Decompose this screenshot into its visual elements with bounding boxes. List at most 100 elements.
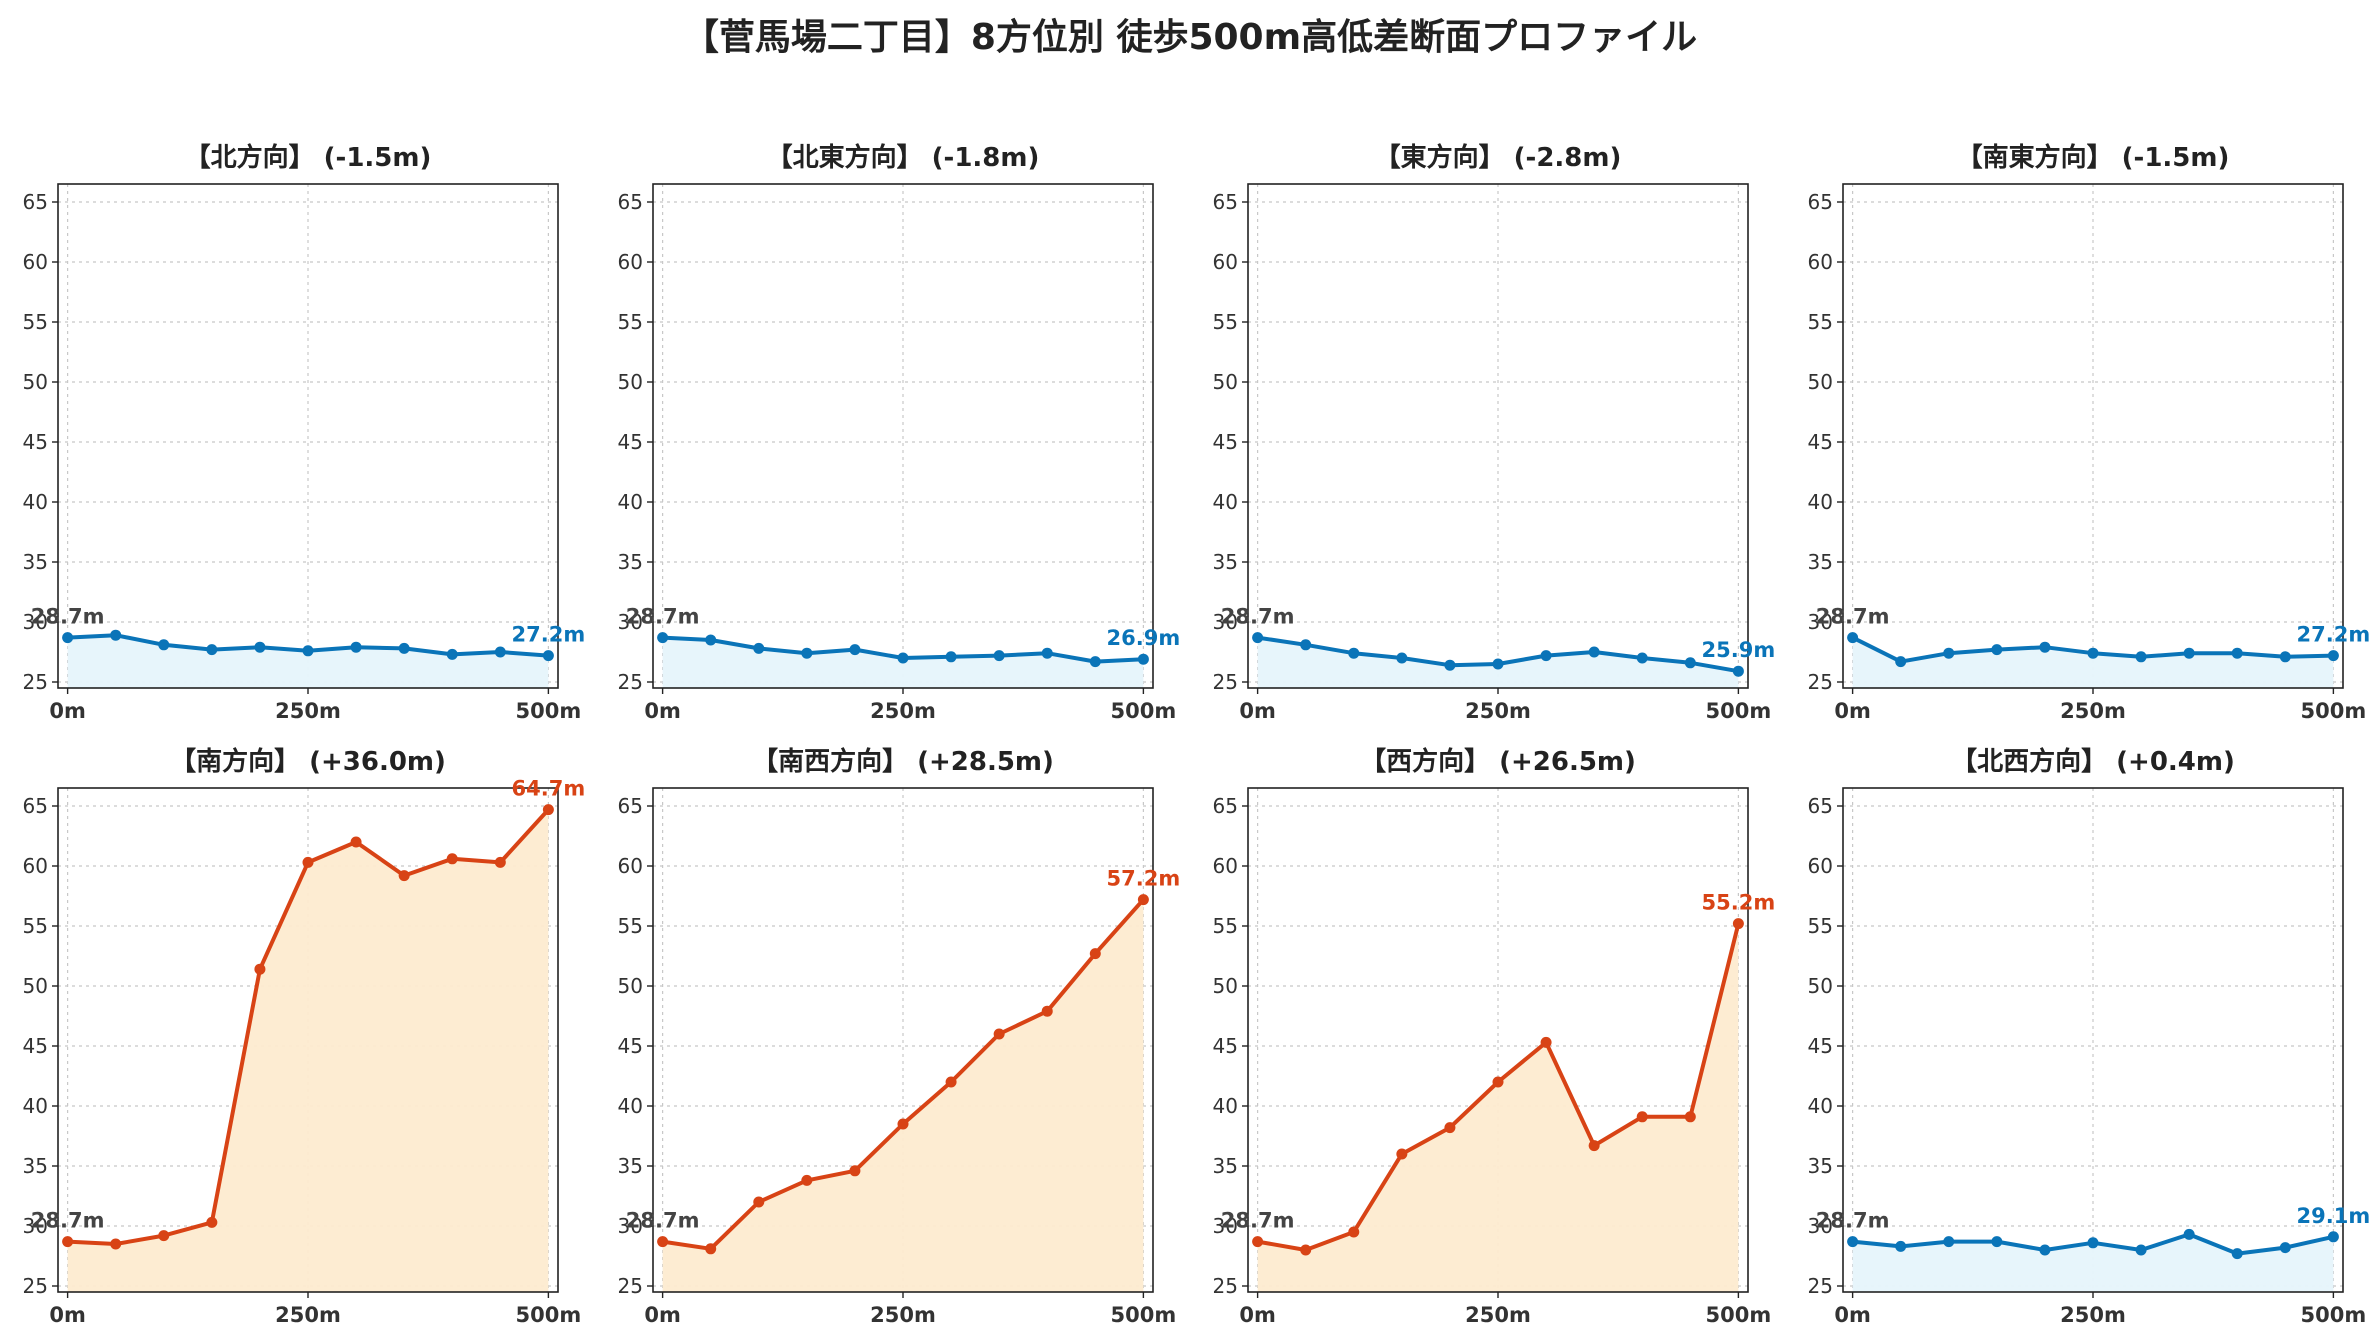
area-fill [662,899,1144,1292]
x-tick-label: 250m [2060,1303,2126,1327]
y-tick-label: 50 [618,370,643,394]
x-tick-label: 250m [275,699,341,723]
y-tick-label: 45 [23,430,48,454]
data-point [542,650,554,662]
y-tick-label: 65 [1213,794,1238,818]
y-tick-label: 35 [1213,1154,1238,1178]
y-tick-label: 55 [1213,914,1238,938]
y-tick-label: 60 [1213,854,1238,878]
subplot-4: 【南東方向】 (-1.5m) 25 30 35 40 45 50 55 60 65 0m 250m 50… [1808,142,2371,723]
y-tick-label: 25 [618,670,643,694]
x-tick-label: 500m [1706,1303,1772,1327]
y-tick-label: 65 [23,794,48,818]
x-tick-label: 0m [49,1303,86,1327]
subplot-1: 【北方向】 (-1.5m) 25 30 35 40 45 50 55 60 65 0m 250m 500… [23,142,586,723]
subplot-title: 【南東方向】 (-1.5m) [1957,142,2230,173]
data-point [1137,653,1149,665]
data-point [1089,656,1101,668]
data-point [849,1165,861,1177]
subplot-title: 【北方向】 (-1.5m) [185,142,432,173]
data-point [1252,1236,1264,1248]
data-point [1636,1111,1648,1123]
subplot-title: 【北西方向】 (+0.4m) [1951,746,2235,777]
start-data-label: 28.7m [1816,605,1890,629]
data-point [1041,647,1053,659]
x-tick-label: 500m [1706,699,1772,723]
data-point [446,648,458,660]
data-point [1732,918,1744,930]
start-data-label: 28.7m [31,605,105,629]
data-point [494,856,506,868]
subplot-7: 【西方向】 (+26.5m) 25 30 35 40 45 50 55 60 65 0m 250m 50… [1213,746,1776,1327]
data-point [1588,1140,1600,1152]
data-point [2279,1242,2291,1254]
y-tick-label: 55 [23,310,48,334]
x-tick-label: 0m [1834,1303,1871,1327]
area-fill [67,635,549,688]
data-point [350,836,362,848]
x-tick-label: 500m [516,699,582,723]
data-point [1636,652,1648,664]
data-point [897,652,909,664]
y-tick-label: 35 [618,1154,643,1178]
y-tick-label: 40 [1213,490,1238,514]
y-tick-label: 65 [1213,190,1238,214]
area-fill [1852,1234,2334,1292]
y-tick-label: 30 [23,1214,48,1238]
subplot-6: 【南西方向】 (+28.5m) 25 30 35 40 45 50 55 60 65 0m 250m 5… [618,746,1181,1327]
y-tick-label: 40 [23,490,48,514]
y-tick-label: 40 [1808,490,1833,514]
y-tick-label: 50 [1808,974,1833,998]
y-tick-label: 35 [1808,550,1833,574]
y-tick-label: 50 [1213,974,1238,998]
y-tick-label: 60 [618,250,643,274]
y-tick-label: 35 [618,550,643,574]
data-point [2087,1237,2099,1249]
data-point [1396,652,1408,664]
y-tick-label: 65 [23,190,48,214]
y-tick-label: 60 [23,250,48,274]
data-point [2135,651,2147,663]
end-data-label: 27.2m [512,623,586,647]
area-fill [67,809,549,1292]
x-tick-label: 250m [2060,699,2126,723]
data-point [62,1236,74,1248]
data-point [62,632,74,644]
subplot-3: 【東方向】 (-2.8m) 25 30 35 40 45 50 55 60 65 0m 250m 500… [1213,142,1776,723]
y-tick-label: 35 [23,1154,48,1178]
y-tick-label: 30 [1808,1214,1833,1238]
y-tick-label: 55 [1808,914,1833,938]
data-point [2039,1244,2051,1256]
data-point [1492,1076,1504,1088]
subplot-title: 【東方向】 (-2.8m) [1375,142,1622,173]
x-tick-label: 500m [1111,1303,1177,1327]
data-point [1588,646,1600,658]
x-tick-label: 500m [2301,699,2367,723]
data-point [1300,1244,1312,1256]
data-point [1847,632,1859,644]
y-tick-label: 25 [23,670,48,694]
y-tick-label: 45 [1213,1034,1238,1058]
data-point [398,642,410,654]
x-tick-label: 0m [49,699,86,723]
data-point [1847,1236,1859,1248]
start-data-label: 28.7m [1221,1209,1295,1233]
data-point [158,1230,170,1242]
data-point [657,1236,669,1248]
data-point [1895,1240,1907,1252]
x-tick-label: 0m [644,699,681,723]
y-tick-label: 45 [618,430,643,454]
data-point [801,1174,813,1186]
data-point [206,644,218,656]
data-point [350,641,362,653]
y-tick-label: 55 [1808,310,1833,334]
y-tick-label: 65 [618,794,643,818]
end-data-label: 26.9m [1107,626,1181,650]
data-point [1396,1148,1408,1160]
area-fill [1852,637,2334,688]
data-point [1492,658,1504,670]
data-point [2231,1248,2243,1260]
data-point [1041,1005,1053,1017]
y-tick-label: 30 [1808,610,1833,634]
data-point [705,1243,717,1255]
